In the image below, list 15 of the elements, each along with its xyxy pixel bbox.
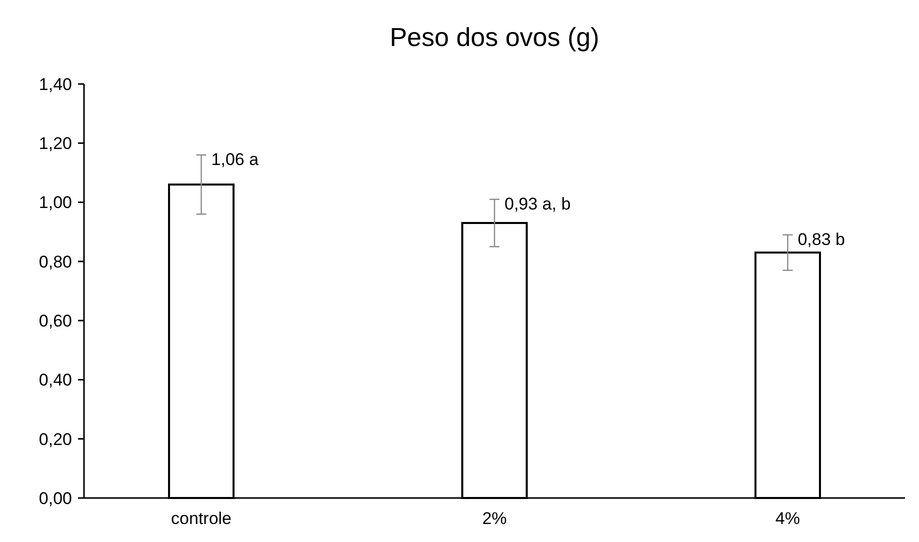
chart-title: Peso dos ovos (g) xyxy=(390,22,600,52)
y-tick-label: 1,00 xyxy=(38,193,72,212)
x-tick-label: 4% xyxy=(775,509,800,528)
x-tick-label: controle xyxy=(171,509,232,528)
y-tick-label: 0,20 xyxy=(38,430,72,449)
y-tick-label: 0,60 xyxy=(38,312,72,331)
y-tick-label: 0,80 xyxy=(38,252,72,272)
y-tick-label: 1,40 xyxy=(38,74,72,94)
data-label: 0,93 a, b xyxy=(504,194,571,214)
y-tick-label: 0,00 xyxy=(38,488,72,508)
x-tick-label: 2% xyxy=(482,509,507,528)
data-label: 0,83 b xyxy=(798,230,845,249)
y-tick-label: 1,20 xyxy=(38,134,72,154)
data-label: 1,06 a xyxy=(211,150,260,169)
y-tick-label: 0,40 xyxy=(38,370,72,390)
